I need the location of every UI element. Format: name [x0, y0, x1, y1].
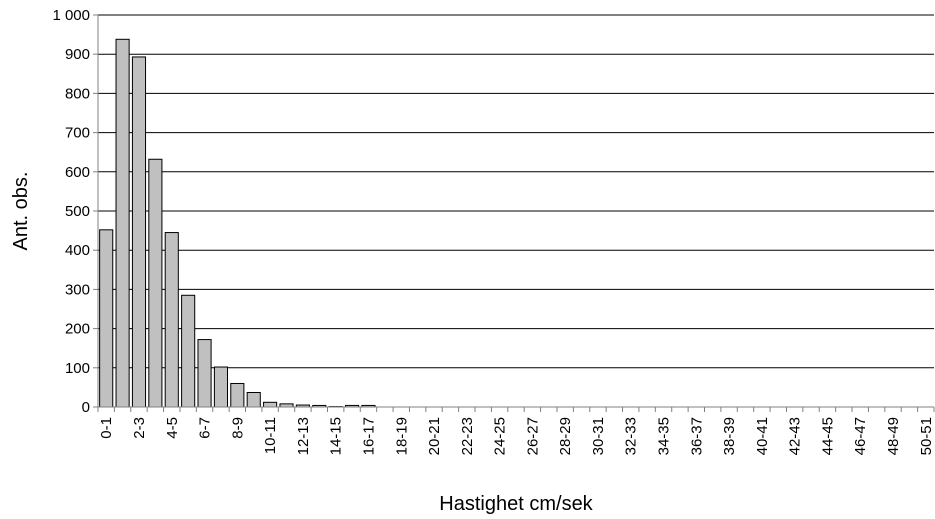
bar — [99, 229, 114, 408]
y-tick-label: 900 — [65, 46, 90, 63]
y-tick-label: 0 — [82, 399, 90, 416]
x-tick-label: 16-17 — [360, 417, 377, 455]
x-tick-label: 22-23 — [459, 417, 476, 455]
y-tick-label: 400 — [65, 242, 90, 259]
x-axis-label: Hastighet cm/sek — [439, 493, 593, 515]
x-tick-label: 42-43 — [787, 417, 804, 455]
x-tick-label: 32-33 — [623, 417, 640, 455]
x-tick-label: 20-21 — [426, 417, 443, 455]
x-tick-label: 14-15 — [328, 417, 345, 455]
bar — [263, 401, 278, 408]
bar — [246, 391, 261, 408]
x-tick-label: 40-41 — [754, 417, 771, 455]
x-tick-label: 34-35 — [656, 417, 673, 455]
y-tick-label: 500 — [65, 203, 90, 220]
y-axis-label: Ant. obs. — [10, 172, 32, 251]
bar — [197, 339, 212, 408]
x-tick-label: 8-9 — [229, 417, 246, 439]
y-tick-label: 100 — [65, 360, 90, 377]
x-tick-label: 6-7 — [197, 417, 214, 439]
x-tick-label: 26-27 — [524, 417, 541, 455]
y-tick-label: 600 — [65, 164, 90, 181]
x-tick-label: 10-11 — [262, 417, 279, 454]
y-tick-label: 700 — [65, 125, 90, 142]
bar — [115, 38, 130, 408]
x-tick-label: 2-3 — [131, 417, 148, 439]
x-tick-label: 4-5 — [164, 417, 181, 439]
bar — [213, 366, 228, 408]
y-tick-label: 800 — [65, 85, 90, 102]
x-tick-label: 18-19 — [393, 417, 410, 455]
x-tick-label: 30-31 — [590, 417, 607, 455]
y-tick-label: 300 — [65, 281, 90, 298]
x-tick-label: 0-1 — [98, 417, 115, 439]
bar — [181, 294, 196, 408]
x-tick-label: 44-45 — [819, 417, 836, 455]
bar — [164, 232, 179, 408]
x-tick-label: 36-37 — [688, 417, 705, 455]
y-tick-label: 200 — [65, 321, 90, 338]
x-tick-label: 12-13 — [295, 417, 312, 455]
bar — [131, 56, 147, 408]
x-tick-label: 24-25 — [492, 417, 509, 455]
x-tick-label: 50-51 — [918, 417, 935, 455]
x-tick-label: 48-49 — [885, 417, 902, 455]
bar — [148, 158, 163, 408]
y-tick-label: 1 000 — [52, 7, 90, 24]
x-tick-label: 38-39 — [721, 417, 738, 455]
x-tick-label: 46-47 — [852, 417, 869, 455]
bar — [230, 382, 245, 408]
x-tick-label: 28-29 — [557, 417, 574, 455]
